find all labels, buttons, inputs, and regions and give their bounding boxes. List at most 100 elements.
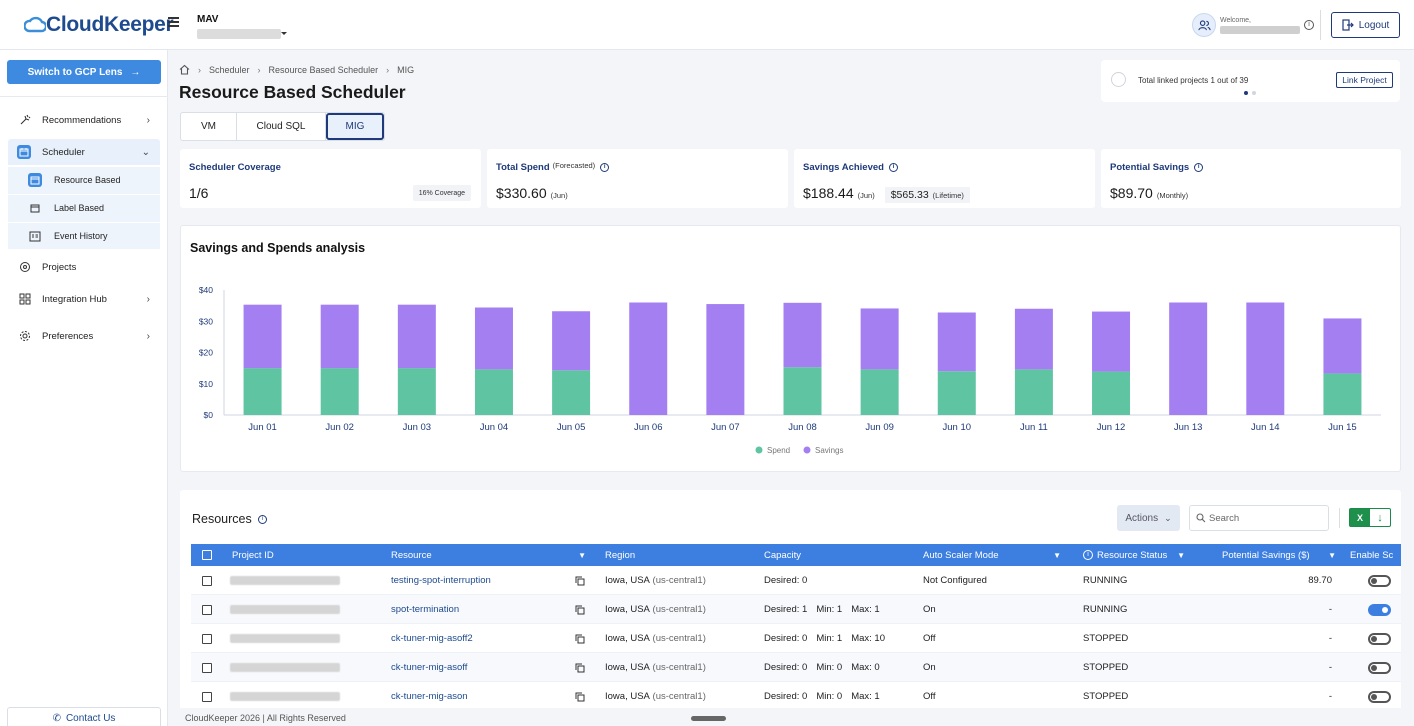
sidebar: Switch to GCP Lens → Recommendations › S…	[0, 50, 168, 726]
savings-achieved-card: Savings Achieved i $188.44 (Jun) $565.33…	[794, 149, 1095, 208]
sidebar-item-recommendations[interactable]: Recommendations ›	[0, 109, 168, 131]
capacity-cell: Desired: 0 Min: 0 Max: 0	[764, 653, 889, 682]
carousel-dot[interactable]	[1244, 91, 1248, 95]
search-input[interactable]	[1209, 512, 1319, 524]
resource-status: RUNNING	[1083, 575, 1128, 586]
enable-scheduler-toggle[interactable]	[1368, 632, 1391, 645]
sidebar-subitem-resource-based[interactable]: Resource Based	[8, 166, 160, 193]
resource-name-link[interactable]: ck-tuner-mig-asoff2	[391, 633, 473, 644]
total-spend-card: Total Spend (Forecasted) i $330.60 (Jun)	[487, 149, 788, 208]
filter-icon[interactable]: ▼	[1177, 550, 1185, 560]
project-id-redacted	[230, 663, 340, 672]
sidebar-item-scheduler[interactable]: Scheduler ⌄	[8, 139, 160, 165]
table-row[interactable]: testing-spot-interruption Iowa, USA (us-c…	[191, 566, 1401, 595]
x-tick-label: Jun 06	[634, 422, 663, 433]
column-header-label: Potential Savings ($)	[1222, 549, 1310, 561]
capacity-min: Min: 1	[816, 604, 843, 615]
enable-scheduler-toggle[interactable]	[1368, 574, 1391, 587]
column-header-auto-scaler-mode[interactable]: Auto Scaler Mode ▼	[923, 544, 1061, 566]
org-selector[interactable]: MAV	[197, 14, 287, 39]
bar-spend	[397, 368, 436, 415]
project-id-redacted	[230, 576, 340, 585]
legend-label: Savings	[815, 446, 843, 455]
copy-icon[interactable]	[575, 566, 585, 595]
menu-toggle-icon[interactable]	[168, 17, 179, 27]
sidebar-item-integration-hub[interactable]: Integration Hub ›	[0, 288, 168, 310]
table-row[interactable]: ck-tuner-mig-asoff2 Iowa, USA (us-central…	[191, 624, 1401, 653]
switch-to-gcp-lens-button[interactable]: Switch to GCP Lens →	[7, 60, 161, 84]
info-icon[interactable]: i	[600, 163, 610, 172]
home-icon[interactable]	[179, 64, 190, 75]
copy-icon[interactable]	[575, 653, 585, 682]
legend-swatch	[755, 446, 763, 454]
export-excel-button[interactable]: X ↓	[1349, 508, 1391, 527]
card-value: $188.44	[803, 185, 854, 201]
scroll-handle[interactable]	[691, 716, 726, 721]
row-checkbox[interactable]	[202, 633, 212, 644]
select-all-checkbox[interactable]	[202, 550, 212, 560]
column-header-resource-status[interactable]: i Resource Status ▼	[1083, 544, 1185, 566]
column-header-resource[interactable]: Resource ▼	[391, 544, 586, 566]
bar-spend	[1323, 373, 1362, 415]
sidebar-subitem-label-based[interactable]: Label Based	[8, 194, 160, 221]
footer: CloudKeeper 2026 | All Rights Reserved	[169, 708, 1414, 726]
tab-cloud-sql[interactable]: Cloud SQL	[237, 113, 326, 140]
copy-icon[interactable]	[575, 595, 585, 624]
resource-name-link[interactable]: ck-tuner-mig-asoff	[391, 662, 468, 673]
table-row[interactable]: ck-tuner-mig-asoff Iowa, USA (us-central1…	[191, 653, 1401, 682]
region-cell: Iowa, USA (us-central1)	[605, 653, 706, 682]
region-name: Iowa, USA	[605, 633, 650, 644]
calendar-icon	[28, 173, 42, 187]
column-header-potential-savings[interactable]: Potential Savings ($) ▼	[1222, 544, 1336, 566]
enable-scheduler-toggle[interactable]	[1368, 603, 1391, 616]
info-icon[interactable]: i	[1194, 163, 1204, 172]
resource-name-link[interactable]: spot-termination	[391, 604, 460, 615]
copy-icon[interactable]	[575, 682, 585, 711]
bar-savings	[1323, 318, 1362, 374]
bar-spend	[1092, 371, 1131, 415]
resource-name-link[interactable]: ck-tuner-mig-ason	[391, 691, 468, 702]
row-checkbox[interactable]	[202, 604, 212, 615]
user-menu[interactable]: Welcome, i	[1192, 13, 1314, 37]
user-avatar	[1192, 13, 1216, 37]
sidebar-item-preferences[interactable]: Preferences ›	[0, 325, 168, 347]
row-checkbox[interactable]	[202, 575, 212, 586]
card-label: Total Spend	[496, 162, 550, 173]
info-icon[interactable]: i	[888, 163, 898, 172]
filter-icon[interactable]: ▼	[1053, 550, 1061, 560]
tab-vm[interactable]: VM	[181, 113, 237, 140]
x-tick-label: Jun 13	[1174, 422, 1203, 433]
link-project-button[interactable]: Link Project	[1336, 72, 1393, 88]
x-tick-label: Jun 11	[1020, 422, 1048, 433]
enable-scheduler-toggle[interactable]	[1368, 690, 1391, 703]
column-header[interactable]: Capacity	[764, 549, 801, 561]
row-checkbox[interactable]	[202, 691, 212, 702]
row-checkbox[interactable]	[202, 662, 212, 673]
resource-name-link[interactable]: testing-spot-interruption	[391, 575, 491, 586]
sidebar-subitem-event-history[interactable]: Event History	[8, 222, 160, 249]
logo-text: CloudKeeper	[46, 13, 174, 36]
carousel-dot[interactable]	[1252, 91, 1256, 95]
actions-dropdown[interactable]: Actions ⌄	[1117, 505, 1180, 531]
contact-us-button[interactable]: ✆ Contact Us	[7, 707, 161, 726]
info-icon[interactable]: i	[1304, 20, 1314, 30]
card-period: (Jun)	[857, 191, 875, 200]
filter-icon[interactable]: ▼	[1328, 550, 1336, 560]
info-icon[interactable]: i	[1083, 550, 1093, 560]
breadcrumb-item[interactable]: Scheduler	[209, 64, 250, 75]
logout-button[interactable]: Logout	[1331, 12, 1400, 38]
column-header[interactable]: Enable Sc	[1350, 549, 1394, 561]
table-row[interactable]: ck-tuner-mig-ason Iowa, USA (us-central1)…	[191, 682, 1401, 711]
contact-label: Contact Us	[65, 712, 116, 724]
sidebar-item-projects[interactable]: Projects	[0, 256, 168, 278]
table-row[interactable]: spot-termination Iowa, USA (us-central1) D…	[191, 595, 1401, 624]
enable-scheduler-toggle[interactable]	[1368, 661, 1391, 674]
tab-mig[interactable]: MIG	[326, 113, 384, 140]
info-icon[interactable]: i	[257, 514, 267, 524]
column-header[interactable]: Region	[605, 549, 636, 561]
breadcrumb-item[interactable]: Resource Based Scheduler	[268, 64, 379, 75]
column-header[interactable]: Project ID	[232, 549, 274, 561]
copy-icon[interactable]	[575, 624, 585, 653]
filter-icon[interactable]: ▼	[578, 550, 586, 560]
cloudkeeper-logo[interactable]: CloudKeeper	[24, 10, 174, 40]
